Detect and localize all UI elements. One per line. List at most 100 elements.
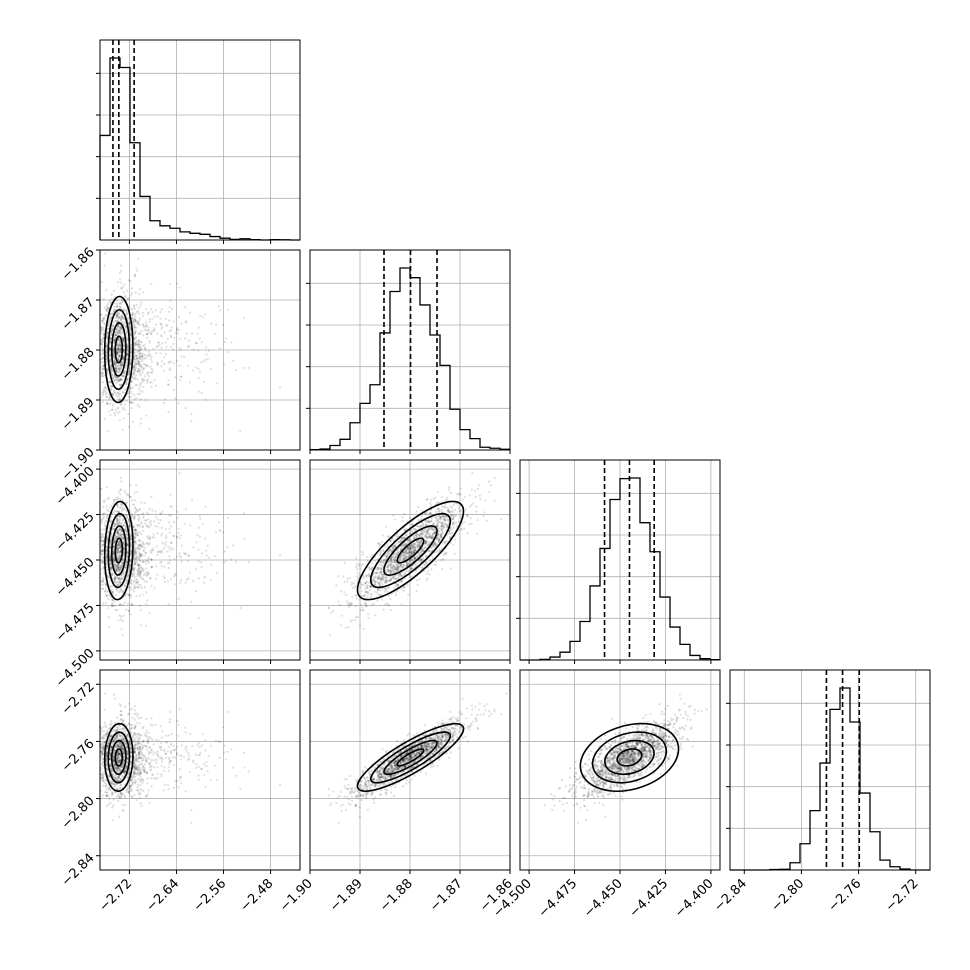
sample-point — [184, 306, 187, 309]
sample-point — [119, 497, 122, 500]
sample-point — [138, 387, 141, 390]
sample-point — [139, 358, 142, 361]
sample-point — [142, 334, 145, 337]
sample-point — [440, 558, 443, 562]
sample-point — [118, 591, 121, 594]
sample-point — [114, 579, 117, 582]
sample-point — [152, 533, 155, 536]
sample-point — [381, 598, 384, 601]
sample-point — [102, 333, 105, 336]
sample-point — [135, 484, 138, 487]
sample-point — [115, 367, 118, 371]
sample-point — [438, 549, 441, 552]
sample-point — [118, 330, 121, 334]
sample-point — [395, 577, 398, 580]
sample-point — [488, 491, 491, 494]
sample-point — [121, 316, 124, 319]
sample-point — [159, 519, 162, 522]
sample-point — [178, 364, 181, 367]
sample-point — [426, 543, 429, 547]
sample-point — [137, 393, 140, 396]
sample-point — [124, 601, 127, 604]
sample-point — [140, 355, 144, 358]
sample-point — [120, 562, 123, 565]
sample-point — [114, 509, 117, 512]
sample-point — [198, 337, 201, 340]
sample-point — [102, 319, 105, 322]
sample-point — [134, 341, 137, 344]
sample-point — [100, 520, 103, 523]
sample-point — [110, 331, 113, 334]
sample-point — [119, 398, 122, 401]
sample-point — [118, 379, 121, 382]
sample-point — [327, 606, 330, 610]
panel-frame — [99, 39, 301, 241]
sample-point — [148, 611, 151, 615]
sample-point — [175, 359, 178, 362]
sample-point — [105, 402, 108, 405]
sample-point — [366, 555, 369, 559]
sample-point — [137, 257, 140, 260]
sample-point — [107, 597, 110, 601]
sample-point — [137, 359, 140, 363]
y-tick-label: −1.89 — [59, 395, 98, 434]
sample-point — [446, 506, 450, 509]
sample-point — [345, 600, 349, 603]
sample-point — [452, 517, 455, 521]
sample-point — [101, 340, 104, 344]
sample-point — [444, 552, 447, 555]
sample-point — [352, 582, 355, 585]
sample-point — [141, 371, 144, 374]
sample-point — [142, 549, 145, 552]
sample-point — [125, 309, 128, 312]
sample-point — [117, 391, 120, 394]
sample-point — [122, 291, 125, 294]
sample-point — [166, 337, 169, 340]
sample-point — [119, 493, 122, 496]
sample-point — [178, 472, 181, 475]
sample-point — [415, 544, 419, 548]
sample-point — [338, 603, 341, 607]
sample-point — [118, 542, 121, 545]
sample-point — [437, 530, 440, 533]
sample-point — [215, 382, 218, 385]
sample-point — [374, 590, 377, 593]
sample-point — [354, 616, 357, 619]
sample-point — [141, 560, 144, 564]
sample-point — [150, 283, 153, 286]
sample-point — [104, 602, 107, 605]
sample-point — [110, 334, 113, 337]
sample-point — [104, 590, 107, 593]
sample-point — [112, 393, 115, 396]
sample-point — [148, 320, 151, 323]
sample-point — [137, 312, 141, 315]
sample-point — [145, 398, 148, 402]
sample-point — [136, 269, 139, 272]
sample-point — [129, 333, 132, 337]
sample-point — [159, 317, 162, 320]
sample-point — [150, 371, 154, 374]
sample-point — [147, 328, 150, 331]
sample-point — [151, 317, 154, 320]
sample-point — [109, 546, 112, 549]
sample-point — [402, 586, 405, 589]
sample-point — [166, 561, 169, 564]
sample-point — [103, 417, 106, 420]
sample-point — [161, 342, 164, 345]
sample-point — [145, 414, 148, 417]
sample-point — [243, 366, 246, 369]
sample-point — [378, 552, 382, 555]
sample-point — [133, 337, 136, 340]
sample-point — [139, 560, 142, 563]
sample-point — [164, 541, 167, 544]
sample-point — [139, 355, 142, 358]
sample-point — [472, 502, 475, 505]
sample-point — [138, 317, 142, 320]
sample-point — [168, 527, 171, 530]
sample-point — [400, 580, 403, 584]
sample-point — [102, 515, 105, 518]
sample-point — [127, 298, 130, 301]
sample-point — [144, 522, 147, 525]
sample-point — [103, 306, 106, 309]
sample-point — [115, 594, 118, 597]
